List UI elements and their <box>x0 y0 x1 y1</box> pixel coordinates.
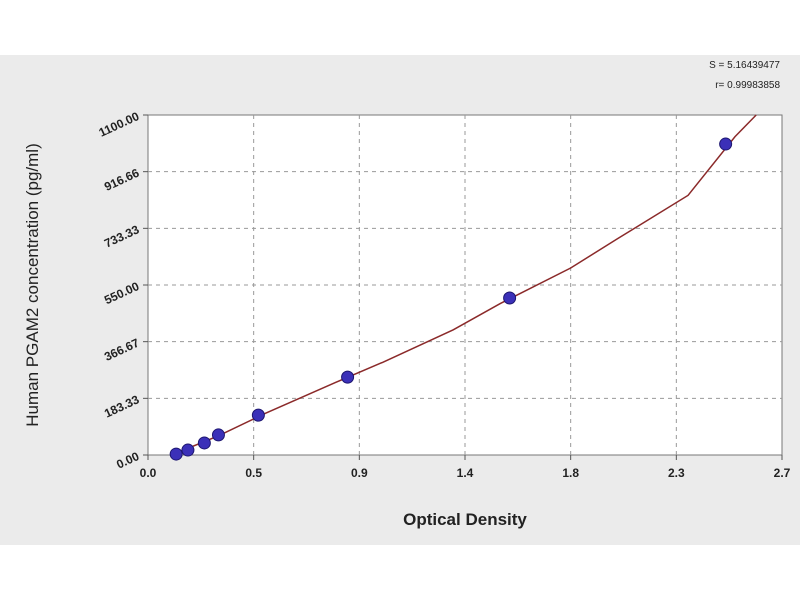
data-point <box>169 447 183 461</box>
x-tick-label: 1.4 <box>457 466 474 480</box>
x-tick-label: 2.3 <box>668 466 685 480</box>
x-tick-label: 2.7 <box>774 466 791 480</box>
data-point <box>719 137 733 151</box>
data-point <box>503 291 517 305</box>
x-axis-label: Optical Density <box>403 510 527 529</box>
data-point <box>211 428 225 442</box>
data-point <box>341 370 355 384</box>
data-point <box>197 436 211 450</box>
data-point <box>181 443 195 457</box>
x-tick-label: 0.5 <box>245 466 262 480</box>
annotation: S = 5.16439477 <box>709 60 780 71</box>
annotation: r= 0.99983858 <box>715 80 780 91</box>
x-tick-label: 1.8 <box>562 466 579 480</box>
x-tick-label: 0.0 <box>140 466 157 480</box>
x-tick-label: 0.9 <box>351 466 368 480</box>
data-point <box>251 408 265 422</box>
y-axis-label: Human PGAM2 concentration (pg/ml) <box>23 143 42 426</box>
